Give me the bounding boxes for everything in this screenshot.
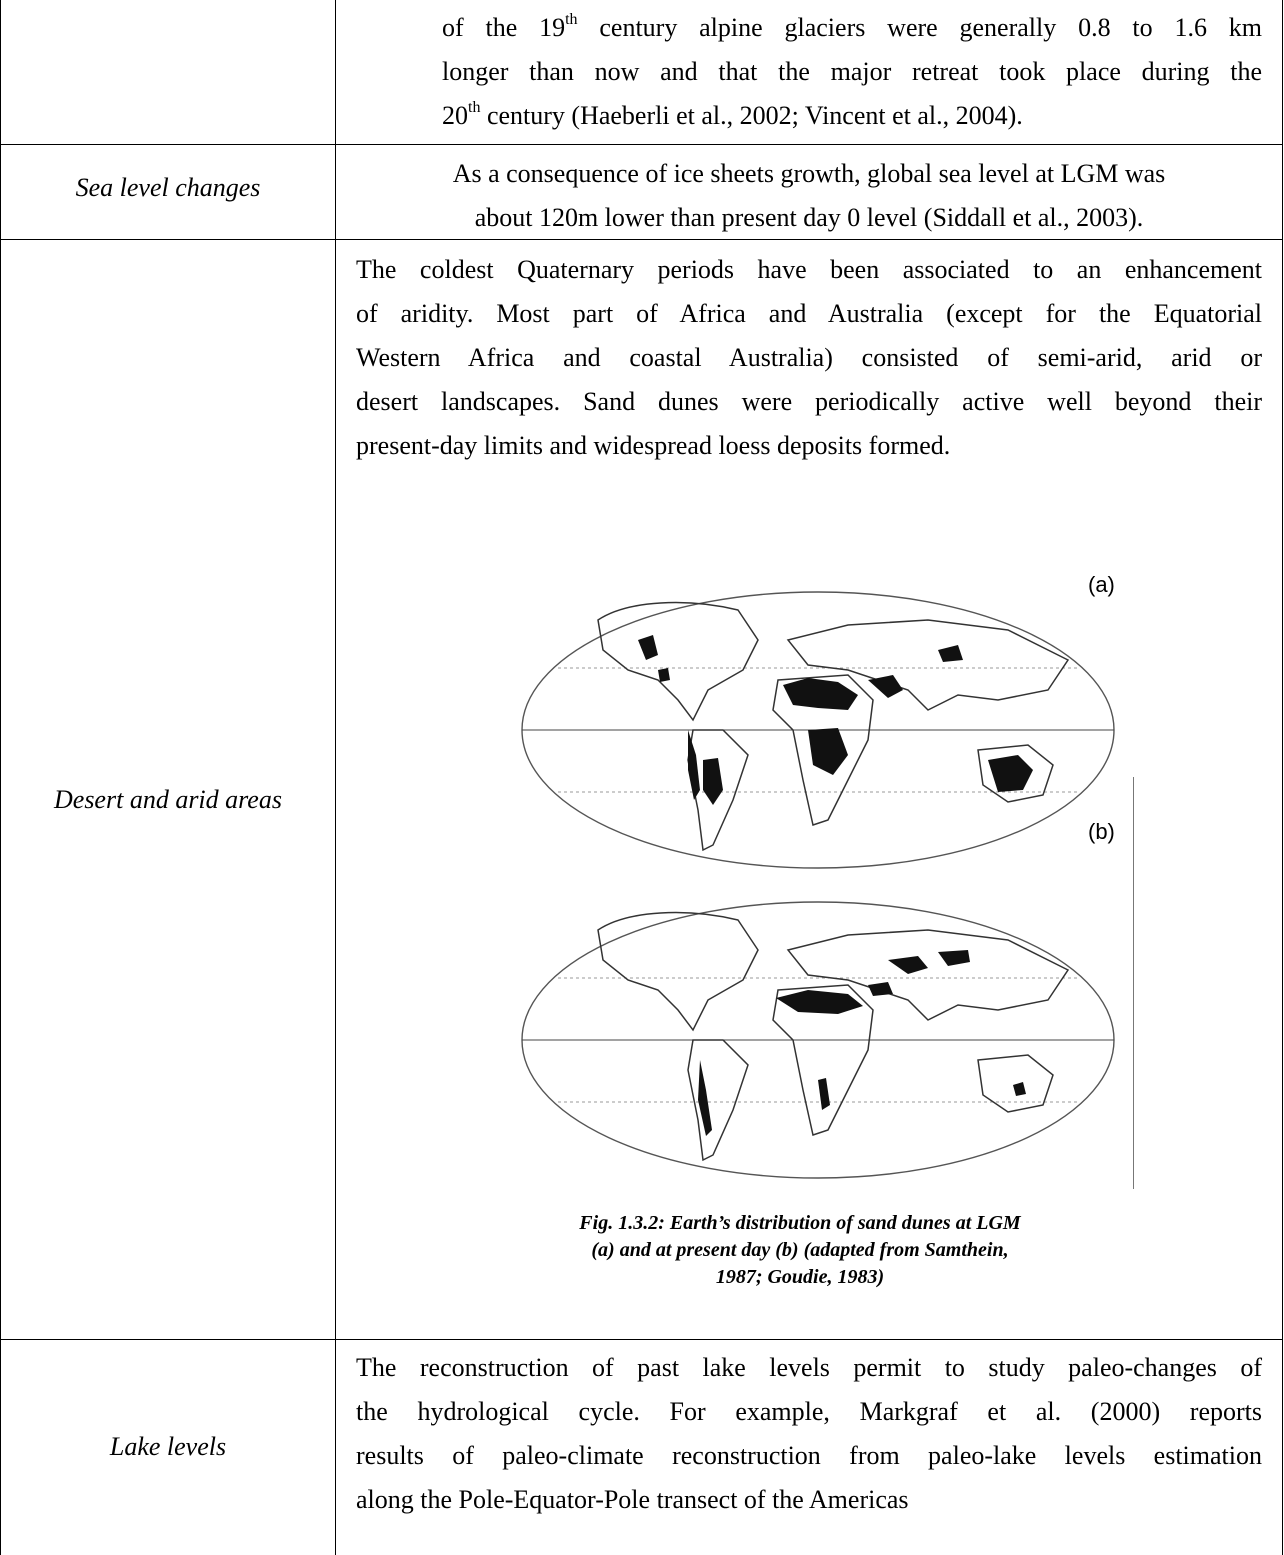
map-present-sand-dunes xyxy=(521,901,1115,1179)
map-a-label: (a) xyxy=(1088,572,1115,597)
text-line: along the Pole-Equator-Pole transect of … xyxy=(356,1485,909,1514)
desert-paragraph: The coldest Quaternary periods have been… xyxy=(356,248,1262,468)
text-line: present-day limits and widespread loess … xyxy=(356,431,951,460)
map-b-label: (b) xyxy=(1088,819,1115,844)
sea-level-paragraph: As a consequence of ice sheets growth, g… xyxy=(356,152,1262,240)
text-line: The reconstruction of past lake levels p… xyxy=(356,1353,1262,1382)
lake-levels-label: Lake levels xyxy=(109,1432,227,1461)
sea-level-label: Sea level changes xyxy=(75,173,261,202)
table-right-border xyxy=(1282,0,1283,1555)
text-line: results of paleo-climate reconstruction … xyxy=(356,1441,1262,1470)
glaciers-paragraph: of the 19th century alpine glaciers were… xyxy=(442,6,1262,138)
text-line: 20th century (Haeberli et al., 2002; Vin… xyxy=(442,99,1023,130)
map-lgm-sand-dunes xyxy=(521,591,1115,869)
desert-label: Desert and arid areas xyxy=(54,785,282,814)
figure-caption: Fig. 1.3.2: Earth’s distribution of sand… xyxy=(579,1212,1021,1288)
text-line: longer than now and that the major retre… xyxy=(442,57,1262,86)
row-divider xyxy=(0,144,1283,145)
map-b-side-rule xyxy=(1133,777,1134,1189)
text-line: As a consequence of ice sheets growth, g… xyxy=(452,159,1166,188)
text-line: Western Africa and coastal Australia) co… xyxy=(356,343,1262,372)
lake-levels-paragraph: The reconstruction of past lake levels p… xyxy=(356,1346,1262,1522)
text-line: of aridity. Most part of Africa and Aust… xyxy=(356,299,1262,328)
text-line: The coldest Quaternary periods have been… xyxy=(356,255,1262,284)
table-left-border xyxy=(0,0,1,1555)
text-line: desert landscapes. Sand dunes were perio… xyxy=(356,387,1262,416)
text-line: the hydrological cycle. For example, Mar… xyxy=(356,1397,1262,1426)
table-column-divider xyxy=(335,0,336,1555)
row-divider xyxy=(0,239,1283,240)
text-line: of the 19th century alpine glaciers were… xyxy=(442,11,1262,42)
figure-number: Fig. 1.3.2: xyxy=(579,1212,665,1234)
text-line: about 120m lower than present day 0 leve… xyxy=(474,203,1144,232)
row-divider xyxy=(0,1339,1283,1340)
